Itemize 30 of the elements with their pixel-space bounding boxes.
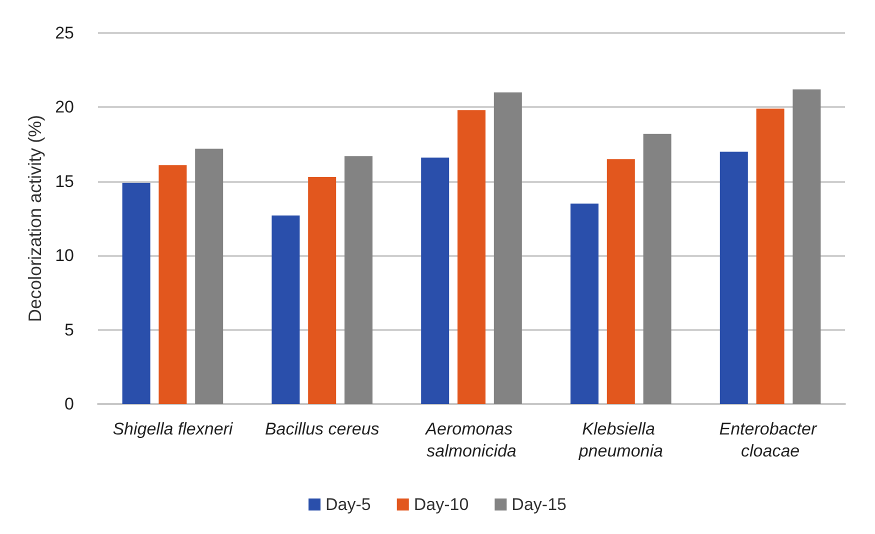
y-tick-label: 15 [55, 172, 74, 191]
bar [344, 156, 372, 404]
bar [308, 176, 336, 404]
x-tick-label: Enterobacter cloacae [719, 420, 822, 460]
bar [756, 108, 784, 404]
y-tick-label: 0 [64, 394, 74, 414]
x-tick-label: Shigella flexneri [112, 420, 234, 438]
legend-label: Day-15 [512, 495, 566, 514]
bar [606, 159, 635, 404]
bar [272, 216, 300, 404]
x-tick-label: Bacillus cereus [264, 420, 380, 438]
bar [494, 92, 522, 404]
bar [421, 158, 450, 404]
bar [158, 165, 187, 404]
legend-label: Day-5 [326, 495, 371, 514]
y-tick-label: 10 [55, 246, 74, 266]
bar [195, 148, 224, 404]
x-tick-label: Aeromonas salmonicida [424, 420, 518, 460]
y-tick-label: 20 [55, 98, 74, 117]
y-tick-label: 25 [55, 24, 74, 42]
bar [643, 134, 672, 404]
y-axis-title: Decolorization activity (%) [25, 114, 46, 322]
bar [720, 152, 748, 404]
bar [458, 110, 486, 404]
x-tick-label: Klebsiella pneumonia [578, 420, 663, 460]
legend-label: Day-10 [414, 495, 469, 514]
bar [570, 204, 598, 404]
y-tick-label: 5 [64, 320, 74, 340]
bar [792, 89, 821, 404]
bar [122, 182, 150, 404]
